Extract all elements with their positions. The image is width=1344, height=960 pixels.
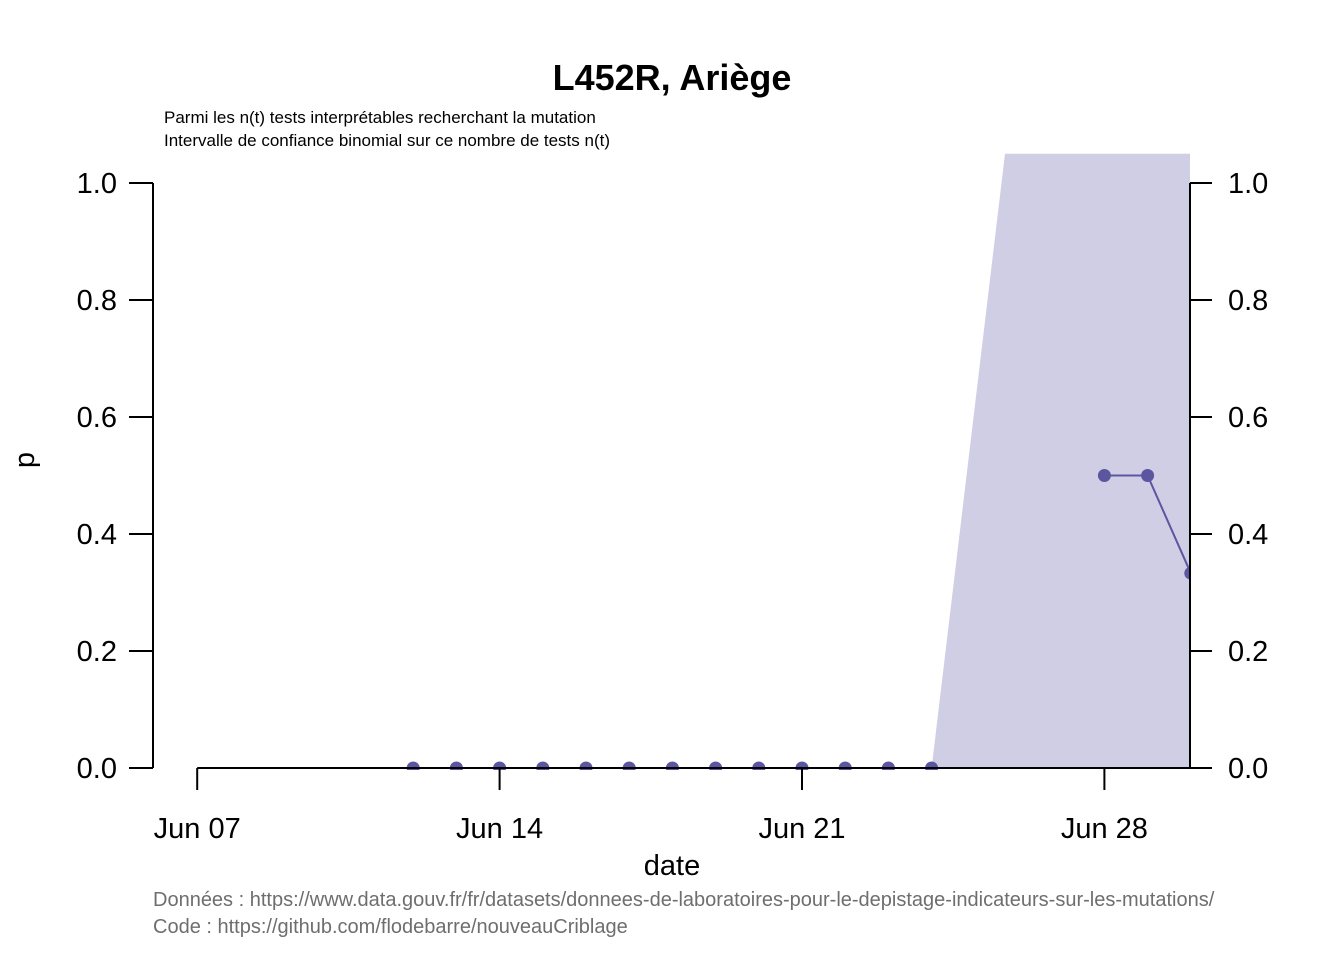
footer-code-source: Code : https://github.com/flodebarre/nou… [153,916,628,938]
x-tick-label: Jun 28 [1061,813,1148,845]
y-axis-title: p [9,452,41,468]
chart-title: L452R, Ariège [553,57,792,98]
y-tick-label-right: 0.4 [1228,519,1268,551]
x-tick-label: Jun 07 [154,813,241,845]
data-point [1141,469,1155,482]
y-tick-label-right: 0.2 [1228,636,1268,668]
chart-subtitle-1: Parmi les n(t) tests interprétables rech… [164,108,596,127]
series-line-segment [1146,475,1190,574]
y-tick-label-right: 0.0 [1228,753,1268,785]
y-tick-label-right: 0.6 [1228,402,1268,434]
y-tick-label-left: 1.0 [77,168,117,200]
confidence-band-layer [931,153,1190,768]
y-tick-label-left: 0.4 [77,519,117,551]
chart-subtitle-2: Intervalle de confiance binomial sur ce … [164,131,610,150]
y-tick-label-left: 0.2 [77,636,117,668]
data-point [1184,566,1190,580]
footer-data-source: Données : https://www.data.gouv.fr/fr/da… [153,889,1215,911]
x-tick-label: Jun 14 [456,813,543,845]
x-axis-title: date [644,850,700,882]
y-tick-label-left: 0.6 [77,402,117,434]
x-tick-label: Jun 21 [758,813,845,845]
confidence-band [931,153,1190,768]
y-tick-label-left: 0.0 [77,753,117,785]
y-tick-label-right: 0.8 [1228,285,1268,317]
data-point [1097,469,1111,482]
y-tick-label-left: 0.8 [77,285,117,317]
axes-layer: 0.0 0.0 0.2 0.2 0.4 0.4 0.6 0.6 0.8 0.8 1.0 1.0 Jun … [77,168,1269,845]
y-tick-label-right: 1.0 [1228,168,1268,200]
